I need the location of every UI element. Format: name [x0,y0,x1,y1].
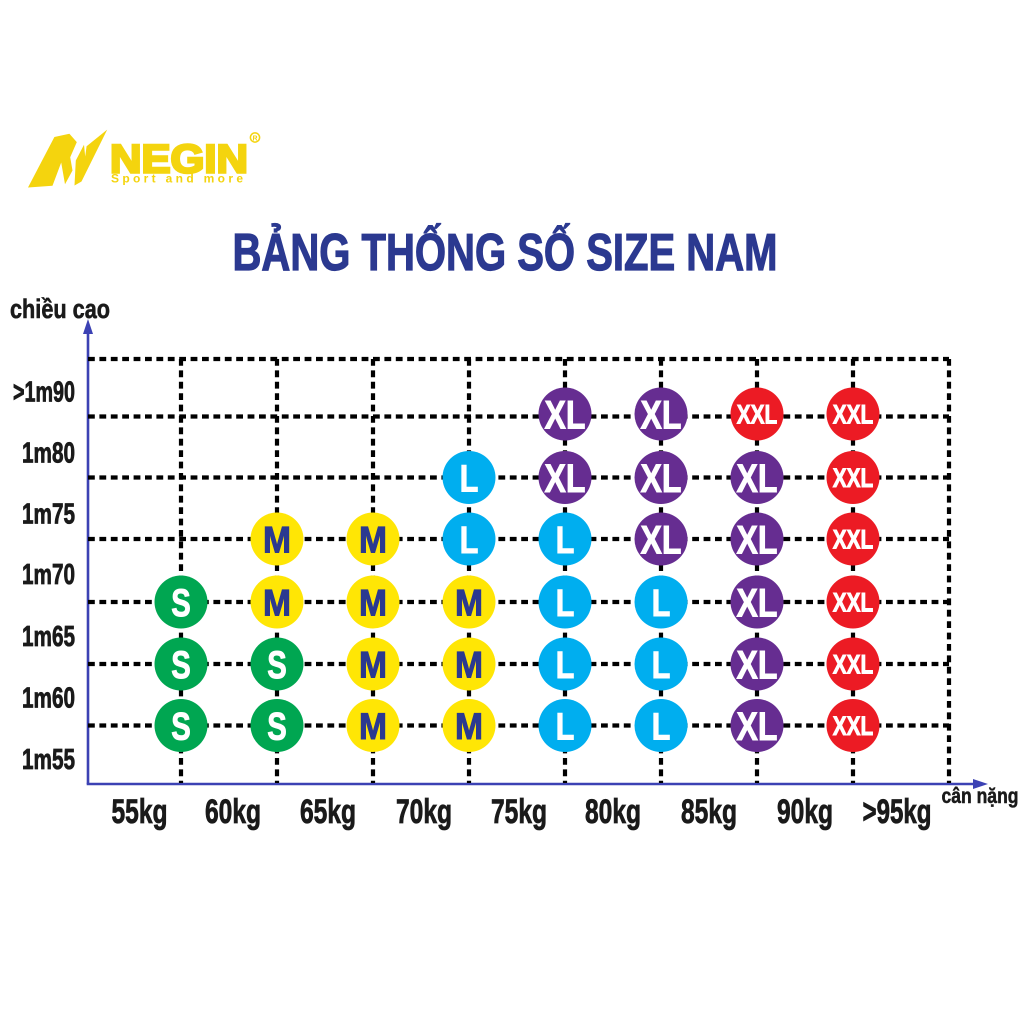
svg-text:XL: XL [737,519,778,563]
svg-text:L: L [460,520,479,562]
svg-text:M: M [455,644,483,686]
svg-text:BẢNG THỐNG SỐ SIZE NAM: BẢNG THỐNG SỐ SIZE NAM [233,223,778,282]
svg-text:L: L [556,707,575,749]
svg-text:90kg: 90kg [777,793,833,831]
svg-text:XL: XL [641,457,682,501]
svg-text:R: R [252,136,257,143]
svg-text:S: S [171,644,191,687]
svg-text:L: L [556,645,575,687]
svg-text:XXL: XXL [833,588,874,618]
svg-text:XL: XL [737,457,778,501]
svg-text:M: M [359,705,387,747]
svg-text:L: L [652,645,671,687]
svg-text:1m75: 1m75 [22,499,75,531]
svg-text:XXL: XXL [833,400,874,430]
svg-text:L: L [556,583,575,625]
svg-text:M: M [359,582,387,624]
svg-text:XXL: XXL [833,650,874,680]
svg-text:55kg: 55kg [112,793,168,831]
svg-text:M: M [263,519,291,561]
svg-text:XL: XL [737,705,778,749]
svg-text:XL: XL [545,457,586,501]
svg-text:>1m90: >1m90 [13,377,75,409]
svg-text:XL: XL [737,582,778,626]
svg-text:XXL: XXL [833,711,874,741]
svg-text:M: M [455,582,483,624]
svg-text:S: S [267,644,287,687]
svg-text:85kg: 85kg [681,793,737,831]
svg-text:1m60: 1m60 [22,683,75,715]
svg-text:Sport and more: Sport and more [111,172,243,186]
svg-text:70kg: 70kg [396,793,452,831]
svg-text:>95kg: >95kg [863,793,932,831]
svg-text:NEGIN: NEGIN [110,138,248,182]
svg-text:M: M [455,705,483,747]
svg-text:75kg: 75kg [491,793,547,831]
svg-text:L: L [652,583,671,625]
svg-text:XL: XL [737,644,778,688]
svg-text:1m55: 1m55 [22,744,75,776]
svg-text:S: S [171,582,191,625]
svg-text:XXL: XXL [833,463,874,493]
svg-text:cân nặng: cân nặng [942,785,1019,808]
svg-text:XL: XL [641,519,682,563]
svg-text:65kg: 65kg [300,793,356,831]
svg-text:M: M [263,582,291,624]
svg-text:S: S [171,706,191,749]
svg-text:L: L [652,707,671,749]
svg-text:XL: XL [641,394,682,438]
svg-text:XXL: XXL [737,400,778,430]
svg-text:M: M [359,519,387,561]
svg-text:L: L [556,520,575,562]
svg-text:S: S [267,706,287,749]
svg-text:1m65: 1m65 [22,621,75,653]
svg-text:XXL: XXL [833,525,874,555]
svg-text:80kg: 80kg [585,793,641,831]
svg-text:1m70: 1m70 [22,559,75,591]
svg-text:60kg: 60kg [205,793,261,831]
svg-text:M: M [359,644,387,686]
svg-text:1m80: 1m80 [22,438,75,470]
svg-text:XL: XL [545,394,586,438]
svg-text:chiều cao: chiều cao [10,294,110,324]
svg-text:L: L [460,459,479,501]
